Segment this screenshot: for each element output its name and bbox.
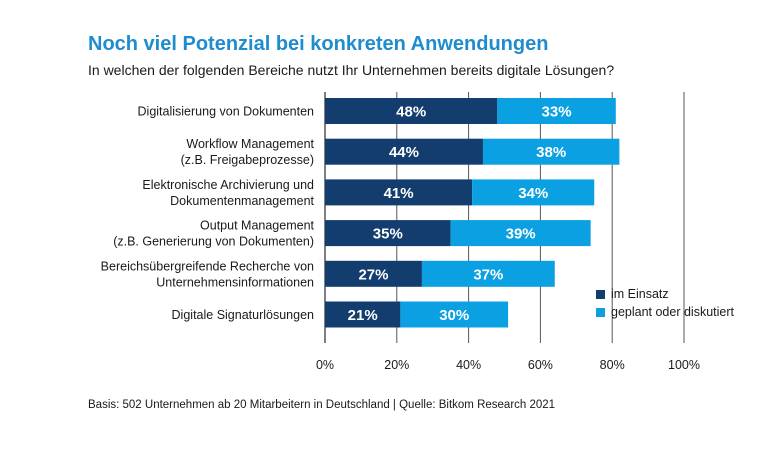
bar-in-use: [325, 260, 422, 287]
x-tick-label: 0%: [316, 358, 334, 372]
bar-planned: [421, 260, 555, 287]
bar-value-label: 39%: [506, 226, 536, 243]
gridlines: [324, 92, 685, 343]
category-label: Digitalisierung von Dokumenten: [138, 105, 315, 119]
legend-label-planned: geplant oder diskutiert: [611, 305, 735, 319]
x-tick-label: 60%: [528, 358, 553, 372]
bar-value-label: 38%: [536, 144, 566, 161]
x-tick-label: 40%: [456, 358, 481, 372]
bar-in-use: [325, 220, 451, 247]
bar-value-label: 33%: [542, 104, 572, 121]
bar-in-use: [325, 98, 498, 124]
bar-value-label: 34%: [518, 185, 548, 202]
x-axis-ticks: 0% 20% 40% 60% 80% 100%: [316, 358, 700, 372]
bar-value-label: 27%: [358, 266, 388, 283]
bar-planned: [400, 301, 509, 328]
category-label: Workflow Management (z.B. Freigabeprozess…: [181, 137, 315, 167]
bar-value-label: 48%: [396, 104, 426, 121]
category-label: Digitale Signaturlösungen: [172, 308, 315, 322]
bar-in-use: [325, 179, 473, 206]
category-label: Elektronische Archivierung und Dokumenten…: [142, 178, 314, 208]
bar-planned: [497, 98, 616, 124]
x-tick-label: 100%: [668, 358, 700, 372]
legend-label-in-use: im Einsatz: [611, 287, 669, 301]
legend: im Einsatz geplant oder diskutiert: [596, 287, 735, 319]
bars: 48% 33% 44% 38% 41% 34% 35% 39% 27% 37% 21% 30%: [325, 98, 620, 328]
source-note: Basis: 502 Unternehmen ab 20 Mitarbeiter…: [88, 399, 556, 411]
bar-in-use: [325, 301, 401, 328]
bar-value-label: 35%: [373, 226, 403, 243]
category-label: Output Management (z.B. Generierung von D…: [113, 219, 314, 249]
bar-value-label: 41%: [384, 185, 414, 202]
bar-value-label: 44%: [389, 144, 419, 161]
legend-swatch-planned: [596, 308, 605, 317]
bar-planned: [482, 138, 620, 165]
bar-in-use: [325, 138, 483, 165]
bar-planned: [450, 220, 591, 247]
x-tick-label: 80%: [600, 358, 625, 372]
bar-value-label: 21%: [348, 307, 378, 324]
category-labels: Digitalisierung von Dokumenten Workflow M…: [101, 105, 315, 323]
bar-value-label: 30%: [439, 307, 469, 324]
bar-planned: [472, 179, 595, 206]
category-label: Bereichsübergreifende Recherche von Unter…: [101, 259, 314, 289]
legend-swatch-in-use: [596, 290, 605, 299]
bar-value-label: 37%: [473, 266, 503, 283]
chart-title: Noch viel Potenzial bei konkreten Anwend…: [88, 33, 549, 55]
chart-subtitle: In welchen der folgenden Bereiche nutzt …: [88, 62, 615, 78]
x-tick-label: 20%: [384, 358, 409, 372]
